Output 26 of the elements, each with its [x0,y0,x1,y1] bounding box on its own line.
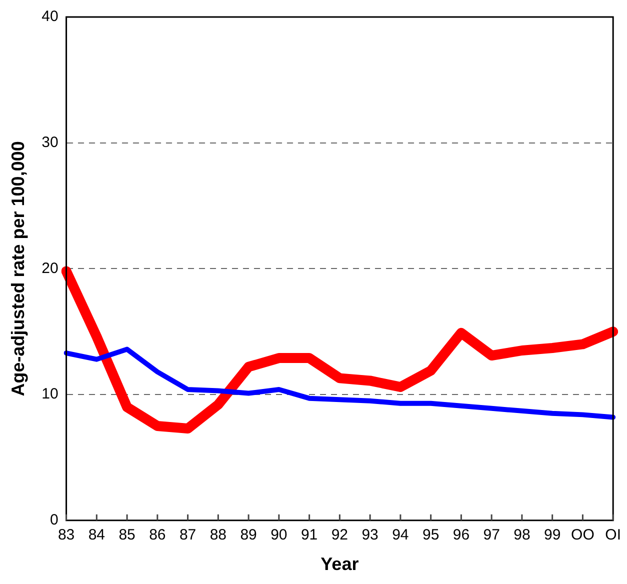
x-tick-label: 91 [300,526,318,544]
y-axis-title: Age-adjusted rate per 100,000 [8,141,28,396]
x-tick-label: 84 [88,526,106,544]
x-tick-label: 98 [514,526,530,544]
x-tick-label: 88 [210,526,227,544]
x-tick-label: 87 [179,526,196,544]
y-tick-label: 20 [42,260,58,277]
x-tick-label: 86 [149,526,166,544]
y-tick-label: 30 [42,134,58,151]
x-tick-label: 96 [452,526,470,544]
x-tick-label: OI [605,526,622,544]
x-tick-label: 85 [118,526,136,544]
x-tick-label: 83 [58,526,75,544]
x-tick-label: OO [571,526,594,544]
x-tick-label: 93 [362,526,378,544]
x-tick-label: 99 [544,526,561,544]
x-tick-label: 92 [331,526,348,544]
y-tick-label: 10 [42,386,58,403]
x-axis-title: Year [320,554,359,574]
y-tick-label: 40 [42,8,58,26]
y-tick-label: 0 [50,512,58,529]
x-tick-label: 94 [392,526,409,544]
x-tick-label: 95 [422,526,440,544]
x-tick-label: 90 [270,526,288,544]
x-tick-label: 89 [240,526,257,544]
x-tick-label: 97 [483,526,500,544]
